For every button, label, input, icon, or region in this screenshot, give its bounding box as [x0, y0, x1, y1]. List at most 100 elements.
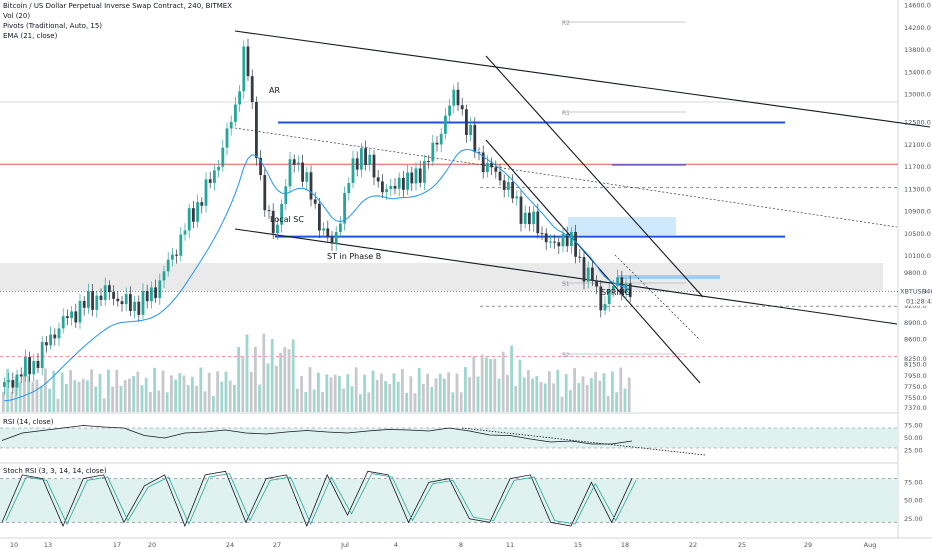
candle-body [150, 287, 153, 302]
stoch-band [0, 478, 898, 523]
candle-body [406, 172, 409, 190]
candle-body [137, 301, 141, 315]
stoch-tick-label: 50.00 [904, 497, 923, 505]
candle-body [549, 241, 552, 243]
price-tick-label: 7950.0 [904, 372, 927, 380]
time-tick-label: 15 [574, 541, 582, 549]
time-tick-label: 22 [689, 541, 697, 549]
candle-body [599, 286, 603, 311]
candle-body [368, 154, 372, 165]
volume-bar [56, 398, 60, 412]
volume-bar [539, 381, 543, 412]
ema-legend: EMA (21, close) [3, 32, 58, 40]
candle-body [574, 231, 577, 257]
candle-body [544, 233, 548, 243]
candle-body [49, 334, 52, 346]
volume-bar [564, 374, 568, 412]
candle-body [288, 159, 292, 187]
price-tick-label: 11300.0 [904, 185, 931, 193]
volume-bar [48, 388, 51, 412]
volume-bar [602, 373, 606, 412]
volume-bar [573, 368, 576, 412]
candle-body [515, 196, 519, 199]
volume-bar [472, 356, 476, 412]
volume-bar [531, 378, 534, 412]
candle-body [540, 233, 544, 235]
volume-bar [388, 384, 392, 412]
volume-bar [569, 390, 572, 412]
candle-body [570, 231, 573, 247]
candle-body [179, 234, 183, 256]
volume-bar [506, 374, 509, 412]
wyckoff-annotation: ST in Phase B [327, 252, 381, 261]
candle-body [61, 316, 65, 329]
candle-body [229, 121, 233, 129]
candle-body [95, 295, 99, 310]
candle-body [162, 271, 166, 281]
candle-body [305, 172, 309, 182]
candle-body [112, 292, 115, 299]
rsi-tick-label: 25.00 [904, 447, 923, 455]
volume-bar [2, 392, 5, 412]
candle-body [183, 230, 187, 235]
candle-body [129, 294, 132, 312]
countdown-box [899, 296, 932, 306]
volume-bar [35, 379, 39, 412]
volume-bar [233, 384, 236, 412]
volume-bar [409, 376, 413, 412]
candle-body [607, 289, 611, 305]
volume-bar [367, 392, 371, 412]
candle-body [19, 374, 23, 377]
volume-bar [228, 380, 232, 412]
time-tick-label: 27 [273, 541, 281, 549]
candle-body [99, 295, 103, 300]
candle-body [347, 182, 351, 194]
volume-bar [325, 374, 329, 412]
volume-bar [350, 386, 354, 412]
candle-body [435, 142, 439, 145]
candle-body [301, 162, 304, 182]
candle-body [578, 256, 582, 258]
volume-bar [65, 383, 68, 412]
volume-bar [459, 392, 463, 412]
rsi-band [0, 428, 898, 448]
volume-bar [422, 383, 425, 412]
candle-body [465, 109, 468, 136]
chart-title: Bitcoin / US Dollar Perpetual Inverse Sw… [3, 2, 233, 10]
volume-bar [543, 383, 547, 412]
trend-channel-line [234, 30, 931, 128]
candle-body [280, 203, 283, 225]
candle-body [242, 46, 246, 92]
volume-bar [170, 375, 173, 412]
stoch-tick-label: 75.00 [904, 478, 923, 486]
candle-body [448, 105, 451, 116]
candle-body [141, 291, 145, 315]
candle-body [192, 208, 195, 222]
candle-body [397, 177, 401, 189]
trend-channel-line [485, 55, 704, 298]
time-tick-label: 17 [113, 541, 121, 549]
pivots-legend: Pivots (Traditional, Auto, 15) [3, 22, 103, 30]
volume-bar [342, 388, 345, 412]
volume-bar [518, 359, 522, 412]
candle-body [490, 162, 493, 168]
volume-bar [312, 389, 316, 412]
stoch-tick-label: 25.00 [904, 515, 923, 523]
price-tick-label: 13000.0 [904, 91, 931, 99]
time-tick-label: 11 [506, 541, 514, 549]
candle-body [221, 147, 225, 167]
volume-bar [384, 381, 387, 412]
stoch-d-line [5, 473, 637, 526]
volume-bar [346, 374, 350, 412]
volume-bar [619, 367, 623, 412]
time-tick-label: 13 [44, 541, 52, 549]
price-tick-label: 8600.0 [904, 336, 927, 344]
time-tick-label: Jul [340, 541, 349, 549]
dashed-projection [614, 254, 701, 341]
price-tick-label: 7750.0 [904, 383, 927, 391]
volume-bar [107, 369, 110, 412]
candle-body [318, 203, 321, 231]
